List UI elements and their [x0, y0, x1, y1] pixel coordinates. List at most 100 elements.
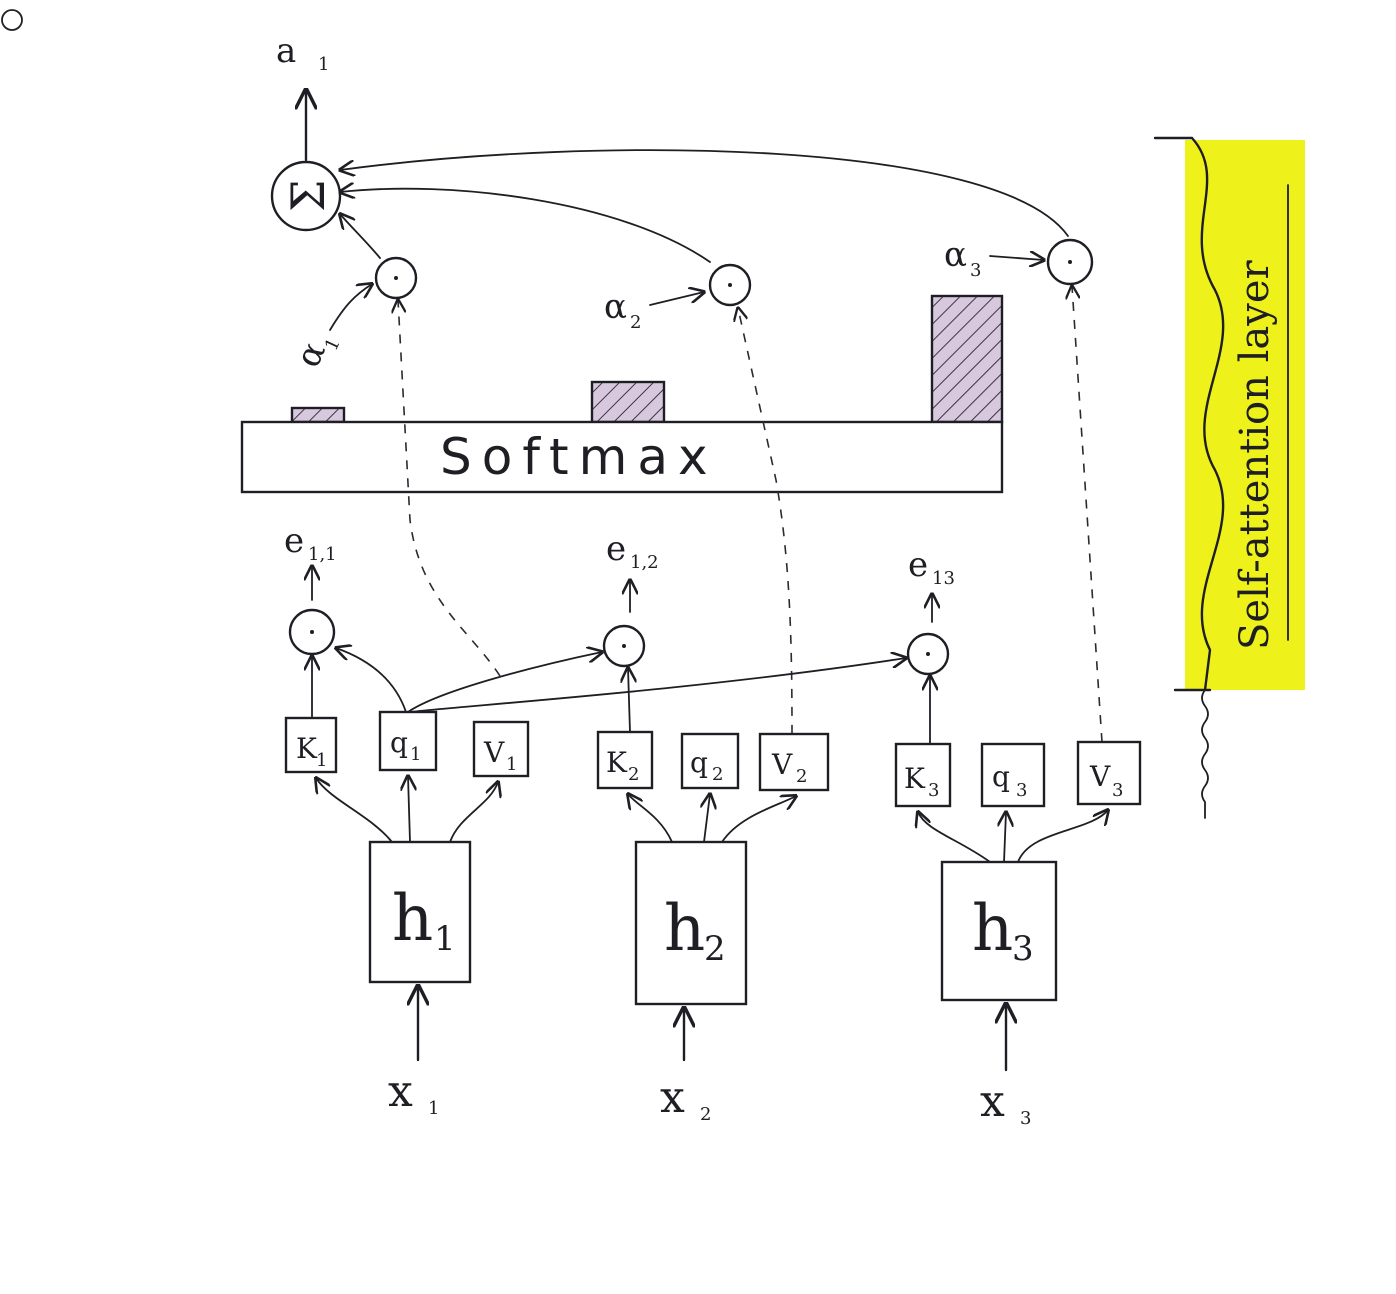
alpha-label-2: α 2	[604, 287, 641, 333]
svg-text:e: e	[606, 529, 626, 569]
output-letter: a	[276, 31, 296, 71]
svg-text:V: V	[483, 736, 505, 769]
query-box-2	[680, 732, 740, 790]
svg-text:V: V	[771, 748, 793, 781]
score-label-2: e 1,2	[606, 529, 659, 573]
h-to-key-arrow-1	[316, 778, 393, 843]
side-note: Self-attention layer	[1153, 136, 1305, 819]
svg-text:13: 13	[932, 568, 955, 589]
weight-node-dot-2	[728, 283, 732, 287]
score-label-1: e 1,1	[284, 521, 337, 565]
value-box-2	[758, 732, 830, 792]
svg-text:3: 3	[1016, 780, 1027, 801]
svg-text:3: 3	[1012, 929, 1034, 969]
svg-text:1: 1	[316, 750, 327, 771]
h-to-query-arrow-3	[1004, 812, 1006, 863]
value-box-1	[472, 720, 530, 778]
alpha-arrow-2	[649, 292, 704, 306]
softmax-bar-1	[290, 406, 346, 424]
dot-node-dot-2	[622, 644, 626, 648]
svg-text:2: 2	[630, 312, 641, 333]
h-to-query-arrow-2	[704, 794, 710, 843]
svg-text:1: 1	[434, 919, 456, 959]
h-to-value-arrow-2	[721, 796, 796, 843]
query-to-dot-arrow-2	[407, 652, 602, 713]
softmax-bar-3	[930, 294, 1004, 424]
sum-input-arrow-2	[340, 189, 711, 263]
svg-text:3: 3	[1112, 780, 1123, 801]
weight-node-dot-1	[394, 276, 398, 280]
corner-mark-icon	[1, 9, 23, 31]
query-to-dot-arrow-3	[409, 658, 906, 713]
svg-text:q: q	[690, 746, 708, 779]
output-sub: 1	[318, 54, 329, 75]
dot-node-1	[288, 608, 336, 656]
h-to-key-arrow-3	[918, 812, 991, 863]
svg-text:1,1: 1,1	[308, 544, 337, 565]
alpha-arrow-1	[329, 284, 372, 331]
svg-text:K: K	[606, 746, 628, 779]
svg-text:2: 2	[712, 764, 723, 785]
hidden-label-3: h3	[972, 892, 1034, 969]
sum-node: Σ	[270, 160, 342, 232]
sum-input-arrow-3	[340, 149, 1069, 237]
svg-text:V: V	[1089, 760, 1111, 793]
svg-text:e: e	[284, 521, 304, 561]
alpha-arrow-3	[989, 256, 1044, 260]
h-to-value-arrow-1	[449, 782, 498, 843]
svg-text:K: K	[904, 762, 926, 795]
svg-text:1,2: 1,2	[630, 552, 659, 573]
key-box-1	[284, 716, 338, 774]
weight-node-2	[708, 263, 752, 307]
svg-text:3: 3	[928, 780, 939, 801]
svg-text:h: h	[392, 882, 433, 956]
svg-text:K: K	[296, 732, 318, 765]
softmax-label: Softmax	[440, 428, 718, 486]
weight-node-3	[1046, 238, 1094, 286]
dot-node-dot-3	[926, 652, 930, 656]
query-to-dot-arrow-1	[336, 648, 407, 713]
score-label-3: e 13	[908, 545, 955, 589]
weight-node-1	[374, 256, 418, 300]
alpha-label-1: α 1	[288, 335, 345, 373]
svg-text:2: 2	[700, 1104, 711, 1125]
svg-text:1: 1	[506, 754, 517, 775]
svg-text:x: x	[980, 1076, 1005, 1127]
h-to-value-arrow-3	[1017, 810, 1108, 863]
hidden-box-2	[634, 840, 748, 1006]
key-to-dot-arrow-2	[628, 668, 630, 733]
svg-text:1: 1	[410, 744, 421, 765]
value-dashed-line-1	[398, 300, 501, 677]
softmax-layer	[240, 420, 1004, 494]
hidden-box-3	[940, 860, 1058, 1002]
query-box-1	[378, 710, 438, 772]
value-box-3	[1076, 740, 1142, 806]
svg-text:h: h	[664, 892, 705, 966]
svg-text:α: α	[944, 235, 967, 275]
svg-text:q: q	[390, 726, 408, 759]
value-dashed-line-3	[1072, 286, 1103, 743]
key-box-3	[894, 742, 952, 808]
weight-node-dot-3	[1068, 260, 1072, 264]
svg-text:3: 3	[970, 260, 981, 281]
svg-text:e: e	[908, 545, 928, 585]
svg-text:h: h	[972, 892, 1013, 966]
sum-input-arrow-1	[340, 214, 381, 259]
softmax-bar-2	[590, 380, 666, 424]
svg-text:2: 2	[796, 766, 807, 787]
alpha-label-3: α 3	[944, 235, 981, 281]
svg-text:x: x	[660, 1072, 685, 1123]
h-to-key-arrow-2	[628, 794, 673, 843]
query-box-3	[980, 742, 1046, 808]
